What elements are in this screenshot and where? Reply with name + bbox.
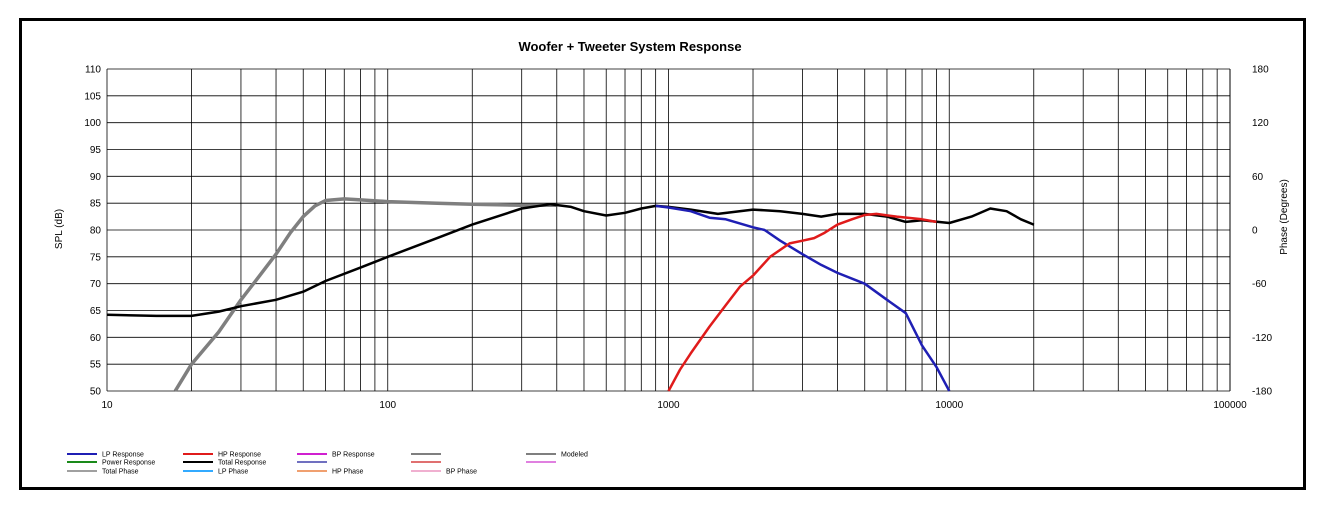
legend-label: HP Response xyxy=(218,452,261,459)
y2-tick-label: -180 xyxy=(1252,387,1272,398)
series-hp-response xyxy=(667,212,937,392)
legend-label: HP Phase xyxy=(332,469,363,476)
y-tick-label: 70 xyxy=(90,279,102,290)
chart-title: Woofer + Tweeter System Response xyxy=(518,39,741,54)
y2-tick-label: 120 xyxy=(1252,118,1269,129)
y2-tick-label: -120 xyxy=(1252,333,1272,344)
legend-label: Modeled xyxy=(561,452,588,459)
y-tick-label: 95 xyxy=(90,145,102,156)
series-lines xyxy=(106,197,1035,392)
x-tick-label: 100000 xyxy=(1213,400,1247,411)
y-tick-label: 80 xyxy=(90,226,102,237)
y-tick-label: 50 xyxy=(90,387,102,398)
series-total-response xyxy=(106,202,1035,318)
y-tick-label: 55 xyxy=(90,360,102,371)
tick-labels: 110 105 100 95 90 85 80 75 70 65 60 55 50 180 120 60 0 -6… xyxy=(84,65,1272,412)
chart-frame xyxy=(19,18,1306,490)
y-tick-label: 60 xyxy=(90,333,102,344)
y2-tick-label: 0 xyxy=(1252,226,1258,237)
y-tick-label: 85 xyxy=(90,199,102,210)
y-tick-label: 75 xyxy=(90,252,102,263)
y-tick-label: 105 xyxy=(84,91,101,102)
y-tick-label: 110 xyxy=(85,65,101,76)
series-lp-response xyxy=(655,204,951,392)
y2-tick-label: 180 xyxy=(1252,65,1269,76)
legend: LP Response HP Response BP Response Modeled… xyxy=(67,452,588,476)
y2-tick-label: 60 xyxy=(1252,172,1264,183)
y2-axis-label: Phase (Degrees) xyxy=(1279,179,1290,255)
legend-label: BP Phase xyxy=(446,469,477,476)
legend-label: LP Response xyxy=(102,452,144,459)
x-tick-label: 10000 xyxy=(935,400,963,411)
y-tick-label: 65 xyxy=(90,306,102,317)
x-tick-label: 100 xyxy=(379,400,396,411)
legend-label: Power Response xyxy=(102,460,155,467)
y-tick-label: 100 xyxy=(84,118,101,129)
y-axis-label: SPL (dB) xyxy=(54,209,65,249)
legend-label: LP Phase xyxy=(218,469,248,476)
y-tick-label: 90 xyxy=(90,172,102,183)
legend-label: Total Phase xyxy=(102,469,139,476)
x-tick-label: 1000 xyxy=(657,400,680,411)
x-tick-label: 10 xyxy=(101,400,113,411)
legend-label: BP Response xyxy=(332,452,375,459)
legend-label: Total Response xyxy=(218,460,266,467)
y2-tick-label: -60 xyxy=(1252,279,1267,290)
grid xyxy=(106,68,1231,392)
series-modeled xyxy=(173,197,557,392)
